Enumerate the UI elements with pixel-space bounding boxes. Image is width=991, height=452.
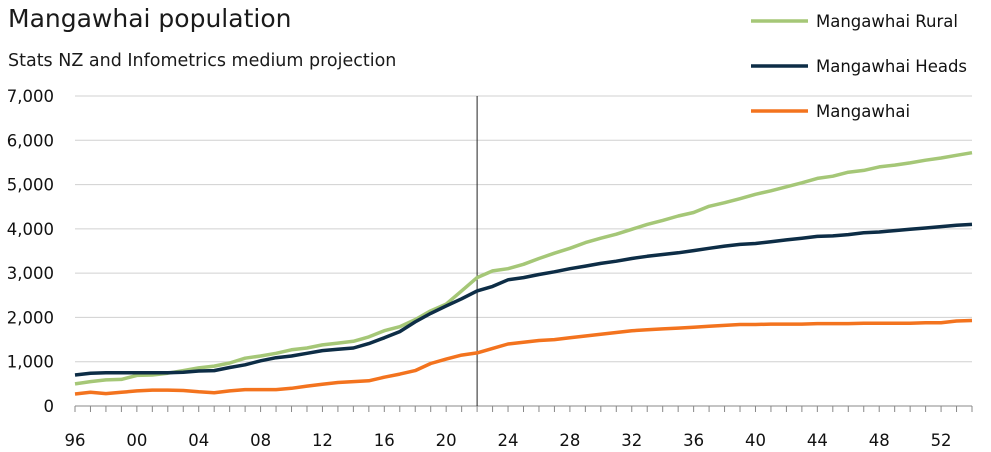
series-line-mangawhai-heads (74, 222, 973, 377)
y-axis: 0 1,000 2,000 3,000 4,000 5,000 6,000 7,000 (7, 87, 972, 416)
legend-label-mangawhai-heads: Mangawhai Heads (816, 57, 967, 76)
legend: Mangawhai Rural Mangawhai Heads Mangawhai (751, 12, 967, 121)
legend-label-mangawhai: Mangawhai (816, 102, 910, 121)
series-line-mangawhai (74, 318, 973, 396)
y-tick-label: 3,000 (7, 264, 54, 283)
chart-subtitle: Stats NZ and Infometrics medium projecti… (8, 51, 397, 71)
x-tick-label: 44 (807, 431, 828, 450)
x-tick-label: 08 (250, 431, 271, 450)
x-tick-label: 20 (436, 431, 457, 450)
y-tick-label: 1,000 (7, 353, 54, 372)
x-tick-label: 36 (683, 431, 704, 450)
x-tick-label: 24 (498, 431, 519, 450)
series-group (74, 96, 973, 406)
x-tick-label: 40 (745, 431, 766, 450)
x-tick-label: 52 (931, 431, 952, 450)
x-tick-label: 96 (65, 431, 86, 450)
x-tick-label: 16 (374, 431, 395, 450)
y-tick-label: 7,000 (7, 87, 54, 106)
y-tick-label: 6,000 (7, 131, 54, 150)
chart-title: Mangawhai population (8, 4, 292, 33)
x-tick-label: 00 (126, 431, 147, 450)
y-tick-label: 4,000 (7, 220, 54, 239)
x-axis: 96 00 04 08 12 16 20 24 28 32 36 40 44 48 52 (65, 405, 973, 450)
legend-label-mangawhai-rural: Mangawhai Rural (816, 12, 958, 31)
y-tick-label: 5,000 (7, 176, 54, 195)
y-tick-label: 2,000 (7, 308, 54, 327)
series-line-mangawhai-rural (74, 150, 973, 386)
x-tick-label: 32 (621, 431, 642, 450)
x-tick-label: 12 (312, 431, 333, 450)
x-tick-label: 28 (559, 431, 580, 450)
x-tick-label: 48 (869, 431, 890, 450)
x-tick-label: 04 (188, 431, 209, 450)
y-tick-label: 0 (44, 397, 55, 416)
